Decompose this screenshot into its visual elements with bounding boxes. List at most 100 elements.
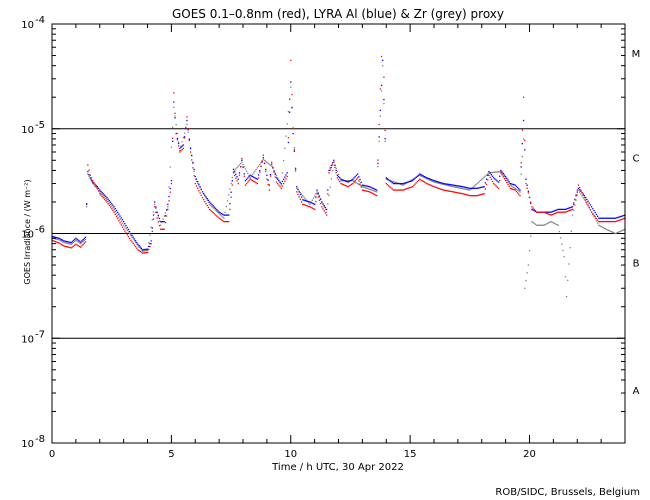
data-point (191, 159, 193, 161)
data-point (419, 178, 421, 180)
data-point (434, 186, 436, 188)
x-axis-title: Time / h UTC, 30 Apr 2022 (271, 462, 404, 473)
data-point (163, 215, 165, 217)
data-point (558, 230, 561, 233)
data-point (514, 187, 516, 190)
data-point (334, 166, 336, 169)
data-point (204, 195, 206, 197)
data-point (565, 208, 568, 210)
data-point (294, 170, 297, 172)
flare-class-labels: A B C M (632, 49, 641, 397)
data-point (80, 241, 82, 243)
data-point (454, 184, 457, 187)
data-point (506, 181, 508, 184)
data-point (601, 217, 604, 219)
data-point (267, 162, 269, 164)
data-point (365, 187, 367, 189)
data-point (481, 178, 483, 180)
data-point (117, 214, 119, 216)
data-point (207, 206, 210, 209)
data-point (476, 182, 478, 185)
data-point (427, 177, 429, 179)
data-point (257, 174, 260, 176)
data-point (244, 168, 247, 170)
data-point (501, 171, 503, 173)
data-point (471, 195, 473, 197)
data-point (359, 183, 361, 185)
data-point (420, 179, 422, 181)
data-point (453, 191, 455, 193)
data-point (254, 177, 256, 179)
data-point (253, 180, 255, 183)
data-point (482, 186, 484, 188)
data-point (128, 230, 131, 233)
data-point (65, 240, 68, 243)
data-point (77, 245, 79, 247)
data-point (533, 208, 535, 211)
data-point (561, 243, 563, 245)
data-point (490, 178, 492, 181)
data-point (155, 207, 157, 210)
data-point (335, 167, 337, 169)
data-point (525, 182, 527, 185)
data-point (588, 207, 590, 209)
data-point (70, 247, 72, 249)
data-point (357, 173, 359, 175)
data-point (123, 220, 125, 223)
data-point (446, 184, 448, 186)
data-point (577, 189, 580, 191)
data-point (94, 185, 96, 187)
data-point (458, 192, 460, 194)
data-point (123, 228, 125, 230)
data-point (268, 163, 270, 165)
data-point (257, 165, 260, 167)
data-point (445, 183, 447, 185)
data-point (284, 180, 286, 182)
data-point (302, 203, 304, 205)
data-point (473, 185, 476, 187)
data-point (127, 228, 130, 231)
data-point (139, 247, 142, 250)
x-tick-label: 20 (523, 449, 536, 460)
data-point (617, 231, 619, 234)
data-point (410, 179, 413, 181)
data-point (552, 213, 555, 215)
data-point (144, 250, 146, 252)
data-point (162, 228, 164, 230)
data-point (442, 182, 445, 185)
data-point (152, 214, 155, 216)
data-point (208, 201, 211, 203)
data-point (395, 189, 397, 191)
data-point (359, 184, 361, 186)
data-point (201, 197, 204, 199)
data-point (442, 189, 445, 191)
data-point (130, 234, 132, 237)
data-point (62, 239, 64, 241)
data-point (84, 238, 87, 241)
data-point (288, 111, 291, 113)
data-point (218, 211, 220, 213)
data-point (261, 160, 263, 162)
data-point (133, 244, 136, 246)
data-point (226, 200, 229, 202)
data-point (489, 176, 491, 178)
data-point (198, 189, 200, 192)
data-point (549, 221, 551, 223)
data-point (520, 162, 522, 164)
data-point (394, 181, 396, 183)
data-point (89, 174, 91, 176)
data-point (345, 185, 347, 187)
data-point (539, 224, 541, 226)
data-point (373, 190, 376, 192)
data-point (623, 218, 625, 220)
data-point (161, 228, 163, 230)
data-point (553, 222, 556, 225)
data-point (558, 211, 561, 213)
data-point (347, 181, 349, 183)
data-point (167, 203, 169, 205)
data-point (370, 191, 372, 194)
data-point (199, 186, 201, 188)
data-point (121, 222, 124, 224)
data-point (294, 167, 297, 169)
data-point (583, 197, 586, 199)
